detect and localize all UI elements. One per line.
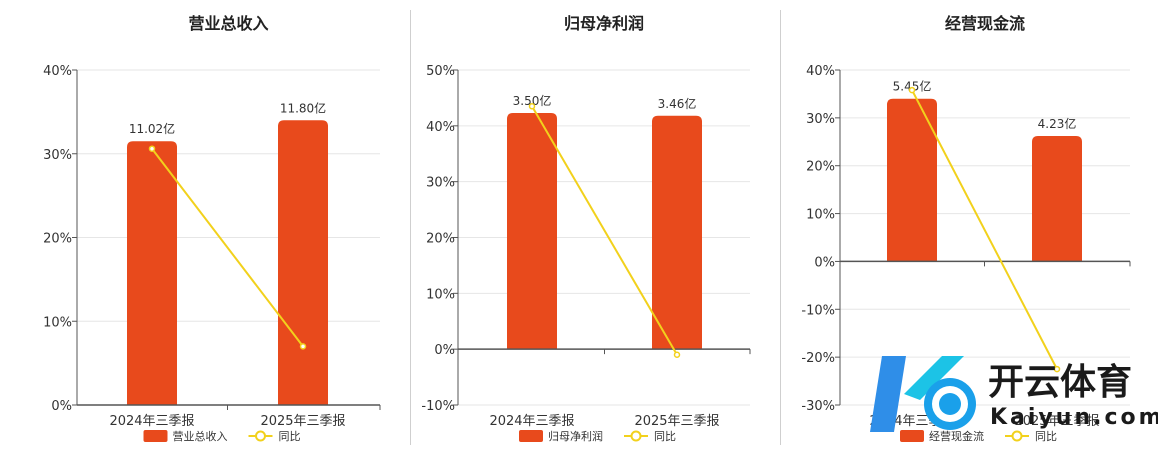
y-tick-label: 0%: [434, 343, 455, 358]
y-tick-label: 10%: [806, 208, 835, 223]
legend-label: 同比: [1035, 430, 1057, 443]
bar: [652, 115, 702, 350]
bar: [278, 120, 328, 405]
bar-data-label: 5.45亿: [893, 79, 932, 94]
y-tick-label: 10%: [426, 287, 455, 302]
legend: 归母净利润 同比: [519, 429, 676, 443]
legend-swatch-bar: [519, 430, 543, 442]
legend-label: 同比: [654, 430, 676, 443]
yoy-point: [1053, 365, 1061, 373]
y-tick-label: -10%: [421, 399, 455, 414]
legend-label: 同比: [279, 430, 301, 443]
legend-swatch-marker: [630, 430, 642, 442]
yoy-line: [151, 148, 304, 347]
y-tick-label: 0%: [51, 399, 72, 414]
y-tick-label: 0%: [814, 255, 835, 270]
chart-panel-net-profit: 归母净利润 -10% 0% 10% 20% 30% 40% 50% 3.50亿 3.46亿 2024…: [400, 0, 780, 450]
chart-title: 经营现金流: [945, 14, 1025, 33]
y-tick-label: 40%: [806, 64, 835, 79]
x-category-label: 2024年三季报: [109, 414, 194, 429]
chart-panel-cash-flow: 经营现金流 -30% -20% -10% 0% 10% 20% 30% 40% 5.45亿 4.23…: [780, 0, 1160, 450]
watermark-brand: 开云体育: [988, 362, 1132, 403]
bar: [507, 112, 557, 350]
chart-svg: 经营现金流 -30% -20% -10% 0% 10% 20% 30% 40% 5.45亿 4.23…: [801, 14, 1131, 443]
chart-title: 归母净利润: [564, 14, 644, 33]
y-tick-label: 30%: [43, 148, 72, 163]
bar-data-label: 3.50亿: [513, 93, 552, 108]
y-tick-label: 40%: [43, 64, 72, 79]
yoy-point: [528, 103, 536, 110]
panel-divider: [410, 10, 411, 445]
panel-divider: [780, 10, 781, 445]
bar-data-label: 11.80亿: [280, 100, 326, 115]
chart-svg: 营业总收入 0% 10% 20% 30% 40% 11.02亿 11.80亿 2024年三季报 2…: [43, 14, 381, 443]
yoy-line: [911, 89, 1058, 370]
yoy-point: [908, 86, 916, 94]
y-tick-label: 30%: [806, 112, 835, 127]
chart-panel-revenue: 营业总收入 0% 10% 20% 30% 40% 11.02亿 11.80亿 2024年三季报 2…: [0, 0, 400, 450]
y-tick-label: -10%: [801, 303, 835, 318]
legend-label: 经营现金流: [929, 429, 984, 443]
y-tick-label: 20%: [43, 232, 72, 247]
x-category-label: 2025年三季报: [260, 414, 345, 429]
y-tick-label: 10%: [43, 315, 72, 330]
bar: [1032, 136, 1082, 262]
y-tick-label: 30%: [426, 176, 455, 191]
watermark-site: Kaiyun.com: [990, 405, 1158, 430]
bar-data-label: 3.46亿: [658, 96, 697, 111]
legend-swatch-bar: [900, 430, 924, 442]
legend-label: 归母净利润: [548, 429, 603, 443]
legend-swatch-marker: [255, 430, 266, 442]
y-tick-label: -20%: [801, 351, 835, 366]
y-tick-label: 40%: [426, 120, 455, 135]
x-category-label: 2025年三季报: [634, 414, 719, 429]
y-tick-label: 20%: [426, 232, 455, 247]
watermark-logo-icon: [870, 356, 976, 432]
yoy-line: [531, 105, 678, 356]
chart-svg: 归母净利润 -10% 0% 10% 20% 30% 40% 50% 3.50亿 3.46亿 2024…: [421, 14, 751, 443]
legend: 营业总收入 同比: [143, 429, 301, 443]
legend-swatch-marker: [1011, 430, 1023, 442]
chart-title: 营业总收入: [188, 14, 268, 33]
x-category-label: 2025年三季报: [1014, 414, 1099, 429]
yoy-point: [148, 145, 156, 152]
legend: 经营现金流 同比: [900, 429, 1057, 443]
y-tick-label: 20%: [806, 160, 835, 175]
yoy-point: [299, 343, 307, 350]
y-tick-label: -30%: [801, 399, 835, 414]
bar-data-label: 11.02亿: [129, 121, 175, 136]
legend-label: 营业总收入: [173, 429, 228, 443]
y-tick-label: 50%: [426, 64, 455, 79]
legend-swatch-bar: [143, 430, 168, 442]
yoy-point: [673, 351, 681, 358]
x-category-label: 2024年三季报: [489, 414, 574, 429]
bar: [887, 98, 937, 262]
bar: [127, 141, 177, 405]
watermark: 开云体育 Kaiyun.com: [868, 350, 1160, 440]
bar-data-label: 4.23亿: [1038, 116, 1077, 131]
